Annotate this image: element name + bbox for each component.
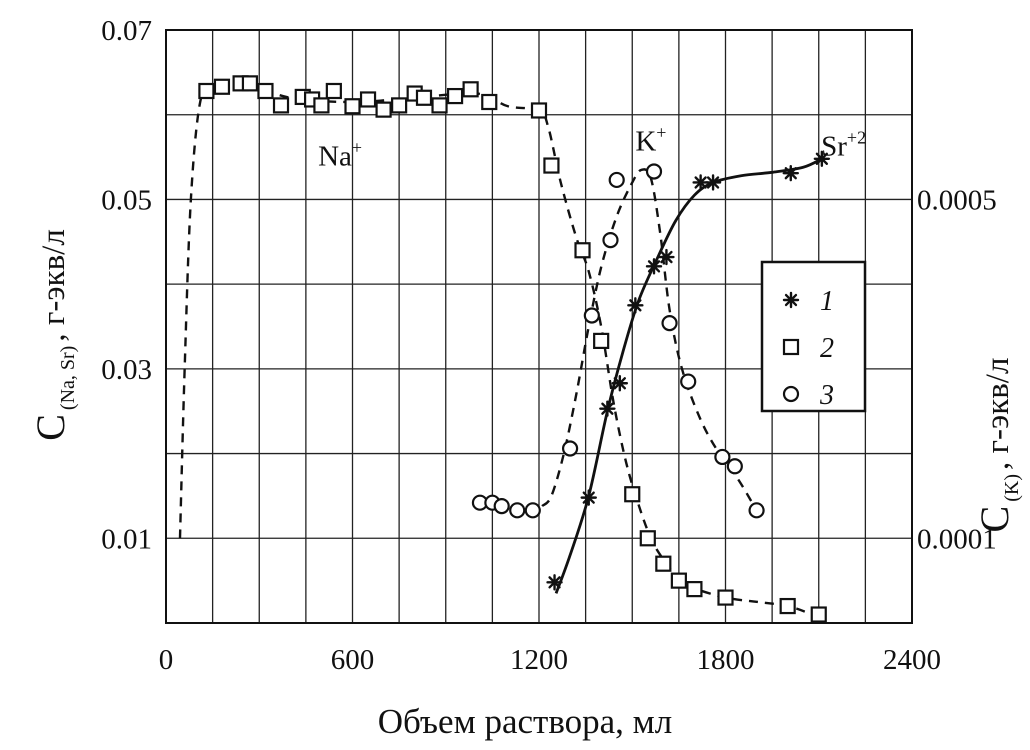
series-2-point — [446, 87, 464, 105]
legend-label: 3 — [819, 380, 834, 411]
series-3-point — [602, 231, 619, 249]
legend-marker-circle — [782, 385, 800, 403]
plot-frame — [165, 29, 913, 624]
x-tick-label: 1200 — [510, 644, 568, 676]
legend-marker-square — [782, 338, 800, 356]
series-3-point — [714, 448, 731, 466]
series-2-point — [415, 89, 433, 106]
y-axis-left-rest: , г-экв/л — [36, 229, 72, 341]
series-2-point — [272, 97, 290, 114]
series-2-point — [530, 102, 548, 119]
x-axis-title: Объем раствора, мл — [378, 702, 673, 741]
ion-label-k: K+ — [635, 122, 666, 157]
series-2-point — [313, 97, 330, 114]
series-1-point — [658, 248, 675, 266]
series-2-point — [655, 555, 672, 572]
x-tick-label: 0 — [159, 644, 174, 676]
y-axis-left-main: C — [28, 414, 73, 441]
series-2-point — [375, 101, 392, 118]
y-axis-right-main: C — [972, 506, 1017, 533]
legend-label: 1 — [820, 286, 834, 317]
series-2-point — [257, 82, 274, 100]
series-3-point — [661, 315, 678, 332]
series-3-point — [645, 163, 663, 180]
y-axis-right-rest: , г-экв/л — [980, 358, 1016, 470]
y-right-tick-label: 0.0005 — [917, 184, 997, 216]
series-2-point — [779, 597, 796, 615]
series-2-point — [241, 75, 259, 92]
series-3-point — [583, 307, 600, 324]
series-3-point — [561, 440, 579, 457]
series-3-point — [748, 502, 765, 519]
series-2-point — [198, 82, 215, 100]
x-tick-label: 2400 — [883, 644, 941, 676]
series-3-point — [680, 373, 697, 390]
series-2-point — [325, 82, 342, 100]
y-right-tick-label: 0.0001 — [917, 523, 997, 555]
series-3-point — [493, 497, 510, 515]
series-2-point — [213, 78, 231, 95]
y-axis-right-sub: (K) — [1001, 474, 1023, 502]
series-2-point — [624, 486, 641, 503]
series-2-point — [543, 157, 560, 174]
series-1-point — [704, 174, 722, 191]
series-1-point — [627, 297, 644, 314]
series-3-curve — [541, 168, 758, 511]
legend: 1 2 3 — [760, 260, 867, 413]
ion-label-sr: Sr+2 — [821, 127, 866, 162]
series-3-point — [608, 171, 625, 189]
series-1-curve — [554, 157, 823, 594]
series-1-point — [782, 164, 799, 182]
y-left-tick-label: 0.03 — [101, 354, 152, 386]
series-2-curve — [178, 81, 813, 616]
x-tick-label: 1800 — [697, 644, 755, 676]
series-1-point — [645, 258, 663, 275]
y-axis-left-sub: (Na, Sr) — [57, 346, 79, 410]
data-points — [198, 75, 831, 623]
series-2-point — [670, 572, 687, 589]
series-2-point — [639, 530, 656, 547]
series-1-point — [580, 489, 597, 506]
series-2-point — [810, 606, 827, 623]
series-2-point — [359, 91, 377, 108]
series-2-point — [481, 93, 498, 111]
series-2-point — [686, 581, 703, 598]
y-left-tick-label: 0.01 — [101, 523, 152, 555]
series-2-point — [462, 81, 479, 98]
tick-labels: 0 600 1200 1800 2400 0.01 0.03 0.05 0.07 0.0001 0.… — [101, 15, 997, 676]
y-axis-right-title: C (K) , г-экв/л — [972, 358, 1023, 533]
series-1-point — [813, 150, 831, 167]
x-tick-label: 600 — [331, 644, 375, 676]
series-1-point — [611, 375, 629, 392]
y-left-tick-label: 0.07 — [101, 15, 152, 47]
y-axis-left-title: C (Na, Sr) , г-экв/л — [28, 229, 79, 441]
series-2-point — [391, 97, 408, 114]
ion-label-na: Na+ — [318, 138, 362, 173]
series-2-point — [717, 589, 734, 606]
series-3-point — [509, 502, 526, 519]
legend-box — [760, 260, 867, 413]
series-3-point — [524, 502, 541, 519]
ion-annotations: Na+ K+ Sr+2 — [318, 122, 866, 172]
series-1-point — [546, 574, 563, 591]
series-2-point — [593, 332, 610, 350]
series-3-point — [726, 458, 743, 475]
series-2-point — [344, 98, 361, 115]
series-2-point — [431, 97, 448, 114]
series-1-point — [599, 400, 616, 417]
legend-label: 2 — [820, 333, 834, 364]
y-left-tick-label: 0.05 — [101, 184, 152, 216]
legend-marker-asterisk — [782, 291, 800, 309]
series-2-point — [574, 242, 591, 259]
